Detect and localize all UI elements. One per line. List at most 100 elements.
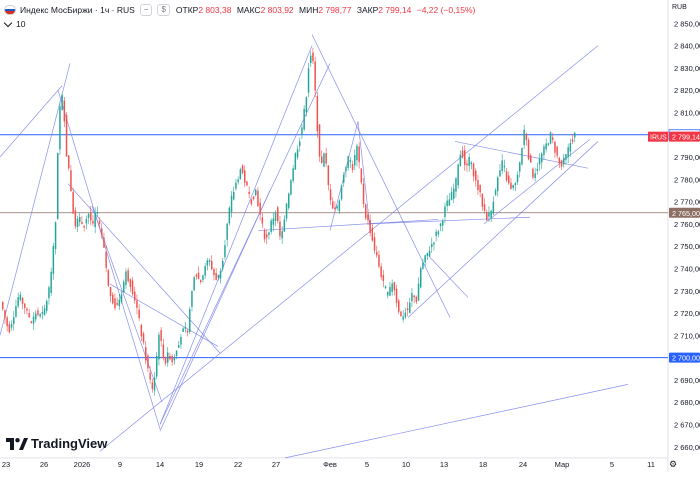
y-tick-label: 2 850,00: [674, 19, 700, 28]
y-tick-label: 2 840,00: [674, 42, 700, 51]
candle-body: [83, 225, 85, 228]
candle-body: [439, 223, 442, 227]
candle-body: [406, 308, 409, 311]
candle-body: [156, 355, 158, 377]
x-tick-label: 24: [519, 460, 527, 469]
candle-body: [268, 232, 270, 236]
candle-body: [510, 182, 512, 189]
candle-body: [28, 313, 30, 318]
candle-body: [266, 234, 268, 238]
indicators-toggle[interactable]: 10: [3, 18, 25, 29]
candle-body: [131, 280, 134, 295]
candle-body: [303, 108, 305, 130]
candle-body: [263, 230, 266, 240]
candle-body: [120, 294, 123, 303]
y-tick-label: 2 660,00: [674, 443, 700, 452]
candle-body: [206, 260, 209, 266]
candle-body: [17, 297, 19, 307]
candle-body: [114, 298, 116, 309]
candle-body: [138, 309, 140, 319]
candle-body: [508, 175, 510, 184]
candle-body: [186, 330, 189, 333]
candle-body: [393, 282, 396, 291]
candle-body: [112, 294, 114, 304]
candle-body: [125, 271, 127, 286]
candle-body: [283, 219, 286, 232]
candle-body: [354, 154, 356, 166]
candle-body: [208, 260, 211, 262]
candle-body: [252, 196, 255, 200]
candle-body: [259, 202, 261, 215]
candle-body: [24, 303, 26, 308]
candle-body: [442, 220, 444, 226]
trend-line: [0, 63, 71, 336]
candle-body: [505, 171, 508, 181]
candle-body: [420, 268, 422, 288]
last-price-tag-bg: [669, 131, 700, 142]
candle-body: [567, 147, 569, 158]
candle-body: [424, 255, 426, 263]
candle-body: [239, 169, 242, 180]
candle-body: [565, 154, 567, 160]
candle-body: [378, 254, 380, 267]
candle-body: [182, 328, 184, 332]
candle-body: [285, 203, 288, 219]
y-tick-label: 2 680,00: [674, 398, 700, 407]
candle-body: [323, 153, 325, 167]
x-tick-label: 22: [234, 460, 242, 469]
candle-body: [281, 231, 283, 239]
candle-body: [356, 145, 358, 161]
candle-body: [345, 167, 347, 171]
trend-line: [0, 85, 63, 158]
symbol-title[interactable]: Индекс МосБиржи · 1ч · RUS: [20, 5, 135, 15]
candle-body: [43, 308, 46, 316]
candle-body: [536, 168, 539, 171]
candle-body: [230, 195, 233, 212]
candle-body: [118, 299, 121, 307]
trend-line: [57, 90, 161, 430]
candle-body: [338, 200, 341, 212]
candle-body: [261, 217, 264, 224]
settings-gear-icon[interactable]: ⚙: [669, 459, 678, 469]
price-tag-2765-bg: [669, 207, 700, 218]
currency-button[interactable]: $: [157, 4, 170, 16]
candle-body: [543, 146, 545, 156]
candle-body: [367, 214, 369, 221]
candle-body: [310, 55, 312, 64]
candle-body: [299, 141, 301, 147]
candle-body: [116, 303, 118, 305]
candle-body: [101, 228, 103, 236]
candle-body: [109, 286, 112, 297]
candle-body: [384, 286, 387, 289]
y-tick-label: 2 670,00: [674, 420, 700, 429]
trend-line: [483, 138, 591, 225]
candle-body: [153, 377, 156, 391]
candle-body: [142, 333, 145, 343]
minus-button[interactable]: −: [139, 4, 153, 16]
candle-body: [455, 178, 457, 192]
candle-body: [294, 153, 297, 170]
candle-body: [19, 294, 22, 301]
candle-body: [545, 143, 547, 150]
candle-body: [94, 212, 96, 228]
candle-body: [103, 237, 105, 248]
candle-body: [369, 220, 371, 233]
candle-body: [470, 162, 473, 165]
candle-body: [523, 129, 525, 146]
change-value: −4,22 (−0,15%): [416, 5, 476, 15]
symbol-tag-bg: [648, 131, 668, 142]
candle-body: [435, 231, 437, 237]
price-tag-2700-bg: [669, 352, 700, 363]
candle-body: [288, 193, 290, 208]
y-tick-label: 2 830,00: [674, 64, 700, 73]
candle-body: [318, 124, 321, 157]
candle-body: [307, 68, 310, 93]
y-tick-label: 2 710,00: [674, 331, 700, 340]
candle-body: [329, 189, 332, 201]
candle-body: [61, 94, 63, 111]
y-tick-label: 2 810,00: [674, 108, 700, 117]
x-tick-label: 5: [365, 460, 369, 469]
candle-body: [349, 159, 352, 162]
